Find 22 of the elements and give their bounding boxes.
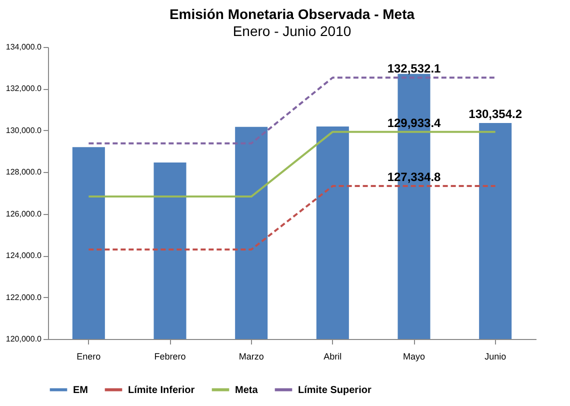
y-tick-label: 130,000.0 [6,126,42,135]
y-tick-label: 122,000.0 [6,292,42,302]
y-tick-label: 128,000.0 [6,168,42,177]
y-tick-label: 134,000.0 [6,42,42,52]
y-tick-label: 126,000.0 [6,209,42,218]
x-tick-label: Febrero [154,352,186,362]
chart-subtitle: Enero - Junio 2010 [232,23,352,39]
x-tick-label: Junio [484,352,506,362]
y-tick-label: 120,000.0 [6,334,42,344]
legend-label: EM [73,384,88,396]
chart-title: Emisión Monetaria Observada - Meta [169,6,415,22]
x-tick-label: Abril [324,352,342,362]
y-tick-label: 132,000.0 [6,84,42,94]
legend-label: Límite Inferior [128,384,195,396]
x-tick-label: Marzo [238,352,264,362]
y-tick-label: 124,000.0 [6,251,42,260]
legend-label: Límite Superior [298,384,372,396]
legend-label: Meta [235,384,258,396]
x-tick-label: Enero [76,352,101,362]
data-label: 132,532.1 [387,62,442,76]
data-label: 130,354.2 [468,107,522,122]
x-tick-label: Mayo [402,352,426,362]
